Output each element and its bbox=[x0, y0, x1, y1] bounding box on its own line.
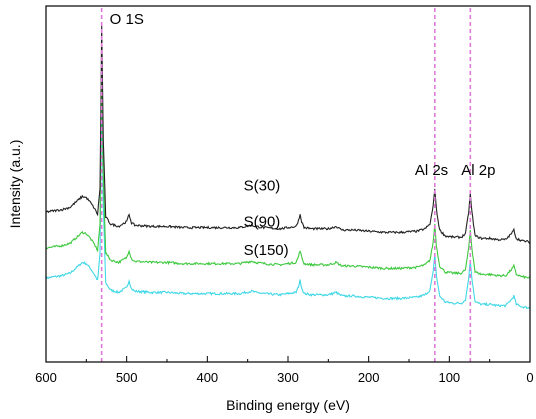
series-label-2: S(90) bbox=[244, 213, 281, 230]
peak-label-3: Al 2p bbox=[461, 162, 495, 179]
series-line-1 bbox=[45, 25, 531, 244]
series-line-3 bbox=[45, 91, 531, 310]
peak-label-1: O 1S bbox=[110, 11, 144, 28]
axes: 600 500 400 300 200 100 0 bbox=[35, 5, 534, 385]
x-tick-label-1: 600 bbox=[35, 370, 57, 385]
x-axis-title: Binding energy (eV) bbox=[226, 397, 350, 413]
x-tick-label-2: 500 bbox=[116, 370, 138, 385]
x-tick-label-5: 200 bbox=[358, 370, 380, 385]
series-label-3: S(150) bbox=[244, 242, 289, 259]
y-axis-title: Intensity (a.u.) bbox=[7, 140, 23, 229]
x-tick-label-7: 0 bbox=[526, 370, 533, 385]
peak-label-2: Al 2s bbox=[415, 162, 448, 179]
series-line-2 bbox=[45, 62, 531, 280]
x-tick-label-6: 100 bbox=[438, 370, 460, 385]
series-label-1: S(30) bbox=[244, 177, 281, 194]
x-tick-label-4: 300 bbox=[277, 370, 299, 385]
plot-frame bbox=[45, 5, 531, 363]
x-tick-label-3: 400 bbox=[196, 370, 218, 385]
plot-area: O 1S Al 2s Al 2p S(30) S(90) S(150) bbox=[45, 8, 531, 362]
